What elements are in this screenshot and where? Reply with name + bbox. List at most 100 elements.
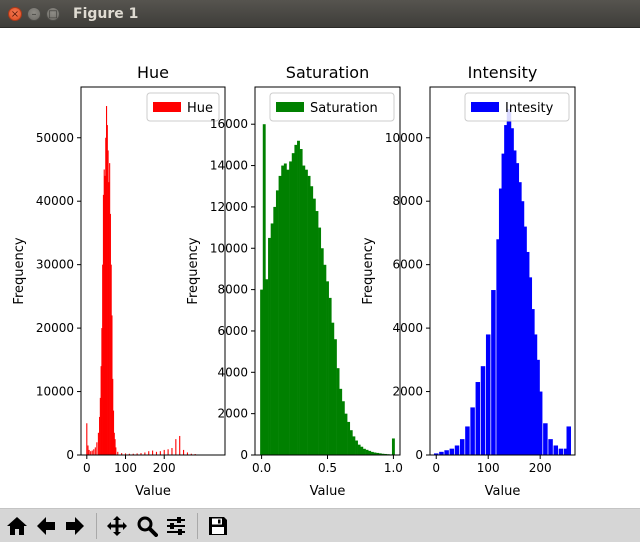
histogram-bar: [128, 453, 130, 455]
histogram-bar: [514, 163, 520, 455]
y-tick-label: 10000: [36, 385, 74, 399]
histogram-bar: [109, 213, 111, 455]
histogram-bar: [439, 451, 444, 455]
histogram-bar: [548, 439, 553, 455]
legend-box: [269, 92, 395, 122]
chart-title: Saturation: [286, 63, 369, 82]
move-icon: [107, 516, 127, 536]
zoom-button[interactable]: [135, 514, 159, 538]
histogram-bar: [104, 175, 106, 456]
window-maximize-button[interactable]: □: [46, 7, 60, 21]
window-title: Figure 1: [73, 6, 139, 22]
sliders-icon: [167, 517, 185, 535]
histogram-bar: [132, 453, 134, 455]
histogram-bar: [175, 439, 177, 455]
histogram-bar: [265, 279, 269, 455]
toolbar-separator: [197, 513, 198, 539]
histogram-bar: [87, 445, 89, 455]
histogram-bar: [103, 169, 105, 455]
histogram-bar: [365, 449, 369, 455]
home-button[interactable]: [5, 514, 29, 538]
histogram-bar: [331, 322, 335, 455]
y-tick-label: 0: [66, 448, 74, 462]
histogram-bar: [318, 227, 322, 455]
histogram-bar: [113, 432, 115, 455]
histogram-bar: [344, 413, 348, 455]
histogram-bar: [294, 144, 298, 455]
chart-title: Intensity: [468, 63, 538, 82]
histogram-bar: [302, 165, 306, 455]
histogram-bar: [381, 453, 385, 455]
histogram-bar: [433, 453, 439, 455]
histogram-bar: [105, 106, 108, 455]
histogram-bar: [543, 423, 548, 455]
window-titlebar: × – □ Figure 1: [0, 0, 640, 28]
histogram-bar: [328, 297, 332, 455]
histogram-bar: [336, 368, 340, 455]
histogram-bar: [315, 211, 319, 455]
histogram-bar: [167, 449, 169, 455]
histogram-bar: [91, 450, 93, 455]
histogram-bar: [506, 109, 512, 455]
histogram-bar: [454, 445, 460, 455]
y-tick-label: 0: [240, 448, 248, 462]
histogram-bar: [535, 359, 540, 455]
histogram-bar: [310, 186, 314, 455]
histogram-bar: [449, 448, 455, 455]
histogram-bar: [459, 439, 465, 455]
histogram-bar: [273, 206, 277, 455]
histogram-bar: [384, 453, 387, 455]
y-tick-label: 12000: [210, 200, 248, 214]
histogram-bar: [111, 315, 113, 455]
navigation-toolbar: [0, 508, 640, 542]
histogram-bar: [378, 453, 382, 455]
back-button[interactable]: [34, 514, 58, 538]
histogram-bar: [190, 453, 192, 455]
histogram-bar: [112, 378, 114, 455]
histogram-bar: [537, 391, 543, 455]
y-tick-label: 30000: [36, 258, 74, 272]
histogram-bar: [496, 239, 501, 455]
histogram-bar: [291, 153, 295, 456]
histogram-bar: [320, 248, 324, 455]
y-tick-label: 4000: [392, 321, 423, 335]
x-tick-label: 100: [477, 461, 500, 475]
configure-subplots-button[interactable]: [164, 514, 188, 538]
y-tick-label: 6000: [217, 324, 248, 338]
x-tick-label: 200: [153, 461, 176, 475]
forward-button[interactable]: [63, 514, 87, 538]
histogram-bar: [355, 440, 358, 455]
window-close-button[interactable]: ×: [8, 7, 22, 21]
y-tick-label: 40000: [36, 194, 74, 208]
histogram-bar: [105, 137, 107, 456]
window-minimize-button[interactable]: –: [27, 7, 41, 21]
x-tick-label: 0: [83, 461, 91, 475]
save-button[interactable]: [206, 514, 230, 538]
legend-swatch: [153, 102, 181, 112]
histogram-bar: [339, 388, 343, 455]
home-icon: [7, 517, 27, 535]
histogram-bar: [563, 448, 569, 455]
pan-button[interactable]: [105, 514, 129, 538]
x-tick-label: 200: [529, 461, 552, 475]
arrow-left-icon: [37, 517, 55, 535]
legend-swatch: [471, 102, 499, 112]
histogram-bar: [278, 175, 282, 456]
histogram-bar: [485, 334, 491, 455]
histogram-bar: [171, 448, 173, 455]
histogram-bar: [470, 407, 475, 455]
histogram-bar: [498, 188, 504, 455]
histogram-bar: [491, 290, 496, 455]
histogram-bar: [347, 421, 351, 455]
histogram-bar: [102, 264, 104, 455]
x-tick-label: 0.0: [252, 461, 271, 475]
histogram-bar: [183, 449, 185, 455]
histogram-bar: [270, 223, 274, 455]
toolbar-separator: [96, 513, 97, 539]
histogram-bar: [108, 182, 110, 455]
histogram-bar: [527, 277, 533, 455]
histogram-bar: [281, 165, 285, 455]
histogram-bar: [159, 451, 161, 455]
histogram-bar: [368, 450, 372, 455]
